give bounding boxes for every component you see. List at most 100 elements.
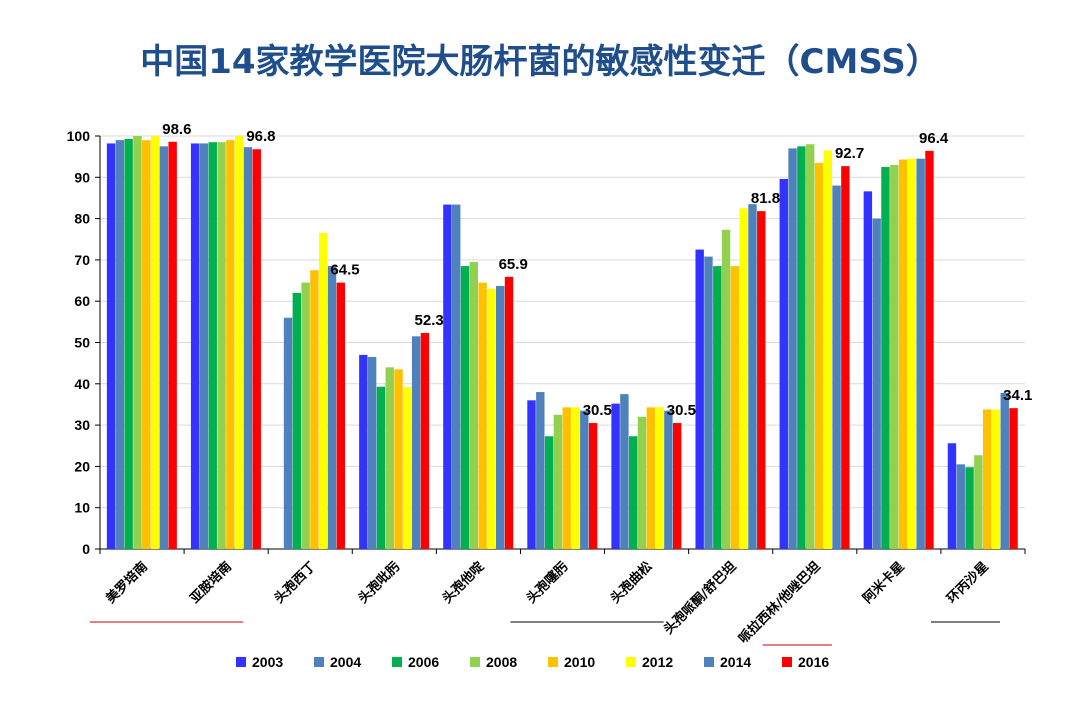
y-tick-label: 50: [74, 335, 90, 351]
legend-swatch: [236, 657, 246, 667]
y-tick-label: 40: [74, 376, 90, 392]
bar-2004: [367, 356, 377, 549]
bar-2008: [385, 367, 394, 549]
y-tick-label: 80: [74, 211, 90, 227]
group-underlines: [90, 621, 1000, 646]
bar-2012: [823, 150, 832, 549]
bar-2014: [748, 204, 757, 549]
bar-2016: [504, 276, 514, 549]
bar-2014: [1000, 392, 1009, 549]
bar-2016: [925, 150, 934, 550]
bar-2016: [672, 423, 682, 549]
category-label: 美罗培南: [103, 559, 151, 607]
bar-2003: [443, 204, 452, 550]
bar-2010: [562, 407, 571, 549]
y-tick-label: 30: [74, 417, 90, 433]
legend-swatch: [782, 657, 792, 667]
bar-2004: [788, 148, 797, 549]
bar-2012: [234, 136, 244, 549]
legend-label: 2008: [486, 654, 517, 670]
legend-swatch: [626, 657, 636, 667]
bar-2004: [872, 218, 881, 549]
data-label: 65.9: [499, 256, 528, 273]
bar-2006: [376, 386, 386, 549]
bar-2016: [588, 423, 598, 549]
bar-2014: [496, 285, 505, 549]
data-label: 30.5: [667, 402, 696, 419]
bar-2006: [965, 467, 974, 549]
category-label: 头孢曲松: [607, 559, 655, 607]
bar-2012: [403, 387, 412, 549]
bar-2014: [327, 266, 337, 549]
bar-2010: [226, 140, 235, 549]
legend-label: 2003: [252, 654, 283, 670]
y-tick-label: 70: [74, 252, 90, 268]
bar-2014: [159, 146, 169, 549]
bar-2003: [106, 143, 116, 549]
bar-2010: [898, 159, 908, 549]
bar-2004: [199, 143, 209, 549]
legend-swatch: [548, 657, 558, 667]
bar-2006: [208, 142, 217, 549]
legend-swatch: [392, 657, 402, 667]
bar-2012: [319, 233, 328, 549]
legend-label: 2014: [720, 654, 751, 670]
bar-2008: [974, 455, 983, 549]
bar-2008: [133, 136, 142, 549]
category-label: 头孢哌酮/舒巴坦: [660, 559, 739, 638]
bar-2004: [283, 317, 293, 549]
bar-2003: [359, 354, 368, 549]
y-tick-label: 90: [74, 169, 90, 185]
bar-2004: [536, 392, 545, 549]
bar-2010: [478, 282, 487, 549]
bar-2014: [916, 158, 925, 549]
bar-2004: [704, 256, 713, 549]
bar-2008: [805, 144, 815, 549]
bar-2010: [730, 266, 740, 549]
bar-2004: [115, 140, 125, 549]
legend-label: 2012: [642, 654, 673, 670]
data-label: 92.7: [835, 145, 864, 162]
bar-2016: [336, 282, 346, 549]
bar-2003: [695, 249, 704, 549]
bar-2012: [655, 407, 664, 549]
legend-swatch: [470, 657, 480, 667]
y-tick-label: 10: [74, 500, 90, 516]
bar-2010: [814, 162, 824, 549]
bar-2006: [713, 266, 722, 549]
bar-2004: [956, 464, 965, 549]
bar-2008: [553, 414, 563, 549]
legend: 2003 2004 2006 2008 2010 2012 2014 2016: [236, 654, 829, 670]
bar-2006: [544, 436, 554, 549]
bar-2012: [739, 208, 748, 549]
data-label: 64.5: [330, 262, 359, 279]
bar-2012: [991, 409, 1001, 549]
bar-2016: [420, 333, 430, 549]
category-label: 头孢他啶: [439, 559, 487, 607]
category-label: 环丙沙星: [944, 559, 991, 606]
bar-2003: [947, 443, 957, 549]
data-label: 96.8: [246, 128, 275, 145]
bar-2012: [907, 158, 917, 549]
bar-2016: [168, 141, 177, 550]
bar-2014: [411, 336, 421, 549]
data-label: 34.1: [1003, 387, 1032, 404]
data-label: 98.6: [162, 121, 191, 138]
bar-2008: [469, 261, 479, 549]
bar-2010: [646, 407, 655, 549]
category-label: 哌拉西林/他唑巴坦: [735, 559, 823, 647]
chart-title: 中国14家教学医院大肠杆菌的敏感性变迁（CMSS）: [140, 42, 940, 82]
bar-2012: [571, 407, 580, 549]
bar-2008: [301, 282, 310, 549]
bar-2016: [757, 211, 766, 549]
data-label: 30.5: [583, 402, 612, 419]
data-label: 96.4: [919, 130, 949, 147]
bar-2003: [527, 400, 536, 549]
y-tick-label: 20: [74, 458, 90, 474]
legend-label: 2004: [330, 654, 361, 670]
legend-label: 2006: [408, 654, 439, 670]
bar-2003: [779, 178, 788, 549]
bar-2010: [394, 369, 403, 549]
legend-label: 2016: [798, 654, 829, 670]
